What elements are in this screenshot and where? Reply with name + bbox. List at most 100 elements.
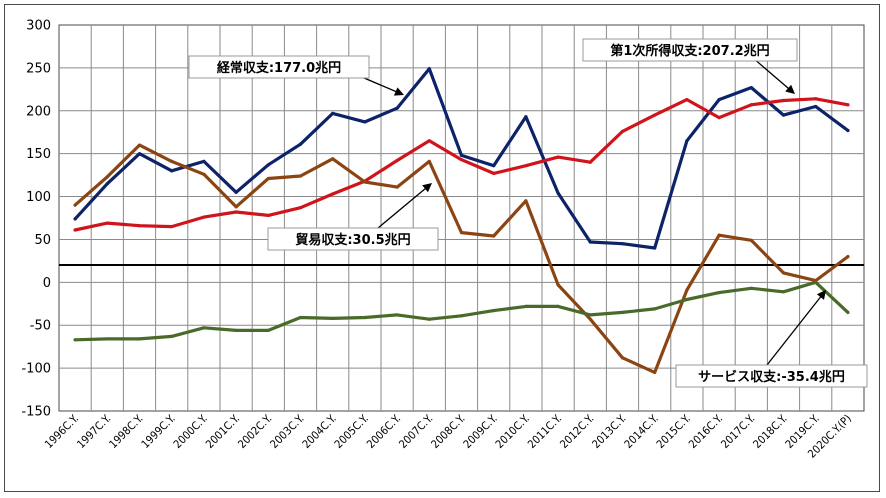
data-point-trade — [234, 205, 238, 209]
data-point-primary_income — [459, 158, 464, 162]
data-point-services — [492, 309, 496, 313]
x-tick-label: 2010C.Y. — [493, 412, 532, 451]
data-point-current — [814, 104, 818, 109]
data-point-primary_income — [170, 224, 174, 229]
data-point-primary_income — [846, 103, 850, 107]
callout-box-services — [675, 364, 868, 388]
x-tick-label: 2009C.Y. — [461, 412, 500, 451]
data-point-primary_income — [298, 206, 303, 210]
data-point-current — [105, 182, 109, 186]
y-tick-label: 100 — [26, 190, 51, 205]
data-point-primary_income — [781, 98, 786, 103]
data-point-primary_income — [556, 155, 560, 159]
data-point-current — [202, 159, 206, 163]
y-tick-label: -150 — [21, 405, 51, 420]
callout-arrowhead-current — [393, 87, 404, 96]
data-point-primary_income — [73, 228, 77, 232]
x-tick-label: 2005C.Y. — [332, 412, 371, 451]
data-point-services — [749, 286, 753, 290]
data-point-primary_income — [685, 98, 689, 102]
data-point-primary_income — [717, 116, 721, 120]
data-point-services — [395, 313, 399, 317]
data-point-trade — [73, 203, 77, 207]
data-point-trade — [492, 234, 496, 238]
data-point-services — [170, 334, 174, 338]
callout-box-primary_income — [582, 38, 798, 62]
x-tick-label: 2004C.Y. — [300, 412, 339, 451]
data-point-services — [846, 310, 850, 314]
data-point-trade — [524, 199, 528, 203]
data-point-current — [234, 190, 238, 194]
data-point-current — [556, 191, 560, 195]
data-point-services — [331, 316, 335, 320]
data-point-trade — [105, 175, 109, 179]
data-point-trade — [266, 176, 270, 181]
data-point-trade — [749, 238, 753, 242]
data-point-services — [620, 310, 625, 314]
data-point-current — [492, 164, 496, 168]
data-point-current — [653, 246, 657, 250]
data-point-primary_income — [620, 129, 625, 133]
data-point-primary_income — [749, 103, 753, 107]
data-point-primary_income — [137, 224, 142, 228]
y-tick-label: 300 — [26, 19, 51, 34]
callout-label-services: サービス収支:-35.4兆円 — [698, 369, 845, 385]
data-point-primary_income — [524, 164, 528, 168]
callout-arrow-primary_income — [752, 57, 791, 91]
data-point-primary_income — [588, 160, 592, 164]
data-point-services — [137, 337, 142, 341]
data-point-trade — [620, 356, 625, 360]
data-point-services — [524, 304, 528, 308]
data-point-current — [137, 152, 142, 156]
y-tick-label: 0 — [43, 276, 51, 291]
y-tick-label: -100 — [21, 362, 51, 377]
data-point-services — [266, 328, 270, 332]
data-point-services — [298, 315, 303, 320]
data-point-current — [524, 115, 528, 119]
callout-arrowhead-trade — [422, 183, 432, 193]
data-point-trade — [202, 172, 206, 176]
data-point-services — [105, 337, 109, 341]
callout-box-current — [188, 55, 370, 79]
data-point-current — [717, 98, 721, 102]
plot-area — [58, 24, 865, 412]
data-point-trade — [331, 157, 335, 161]
data-point-current — [363, 120, 367, 124]
data-point-current — [781, 113, 786, 117]
x-tick-label: 2012C.Y. — [557, 412, 596, 451]
data-point-services — [814, 280, 818, 284]
data-point-services — [234, 328, 238, 332]
y-axis: 300 250 200 150 100 50 0 -50 -100 -150 — [21, 19, 51, 420]
callout-arrow-trade — [377, 186, 428, 229]
data-point-services — [202, 326, 206, 330]
data-point-services — [717, 291, 721, 295]
x-tick-label: 1997C.Y. — [74, 412, 113, 451]
data-point-services — [781, 290, 786, 294]
data-point-current — [846, 128, 850, 133]
data-point-trade — [781, 271, 786, 275]
x-tick-label: 2013C.Y. — [590, 412, 629, 451]
y-tick-label: -50 — [30, 319, 51, 334]
data-point-services — [588, 313, 592, 317]
x-tick-label: 2014C.Y. — [622, 412, 661, 451]
data-point-current — [395, 106, 399, 110]
data-point-trade — [685, 288, 689, 292]
x-tick-label: 2011C.Y. — [525, 412, 564, 451]
series-group — [73, 67, 850, 374]
x-tick-label: 2003C.Y. — [268, 412, 307, 451]
x-tick-label: 2001C.Y. — [203, 412, 242, 451]
data-point-primary_income — [427, 139, 431, 143]
x-tick-label: 1999C.Y. — [139, 412, 178, 451]
grid — [59, 25, 864, 411]
y-tick-label: 50 — [34, 233, 51, 248]
data-point-current — [331, 111, 335, 115]
data-point-current — [73, 217, 77, 221]
x-tick-label: 2006C.Y. — [364, 412, 403, 451]
data-point-current — [298, 142, 303, 146]
x-axis: 1996C.Y.1997C.Y.1998C.Y.1999C.Y.2000C.Y.… — [42, 412, 854, 461]
data-point-services — [556, 304, 560, 308]
data-point-services — [73, 338, 77, 342]
y-tick-label: 150 — [26, 147, 51, 162]
data-point-trade — [846, 255, 850, 259]
